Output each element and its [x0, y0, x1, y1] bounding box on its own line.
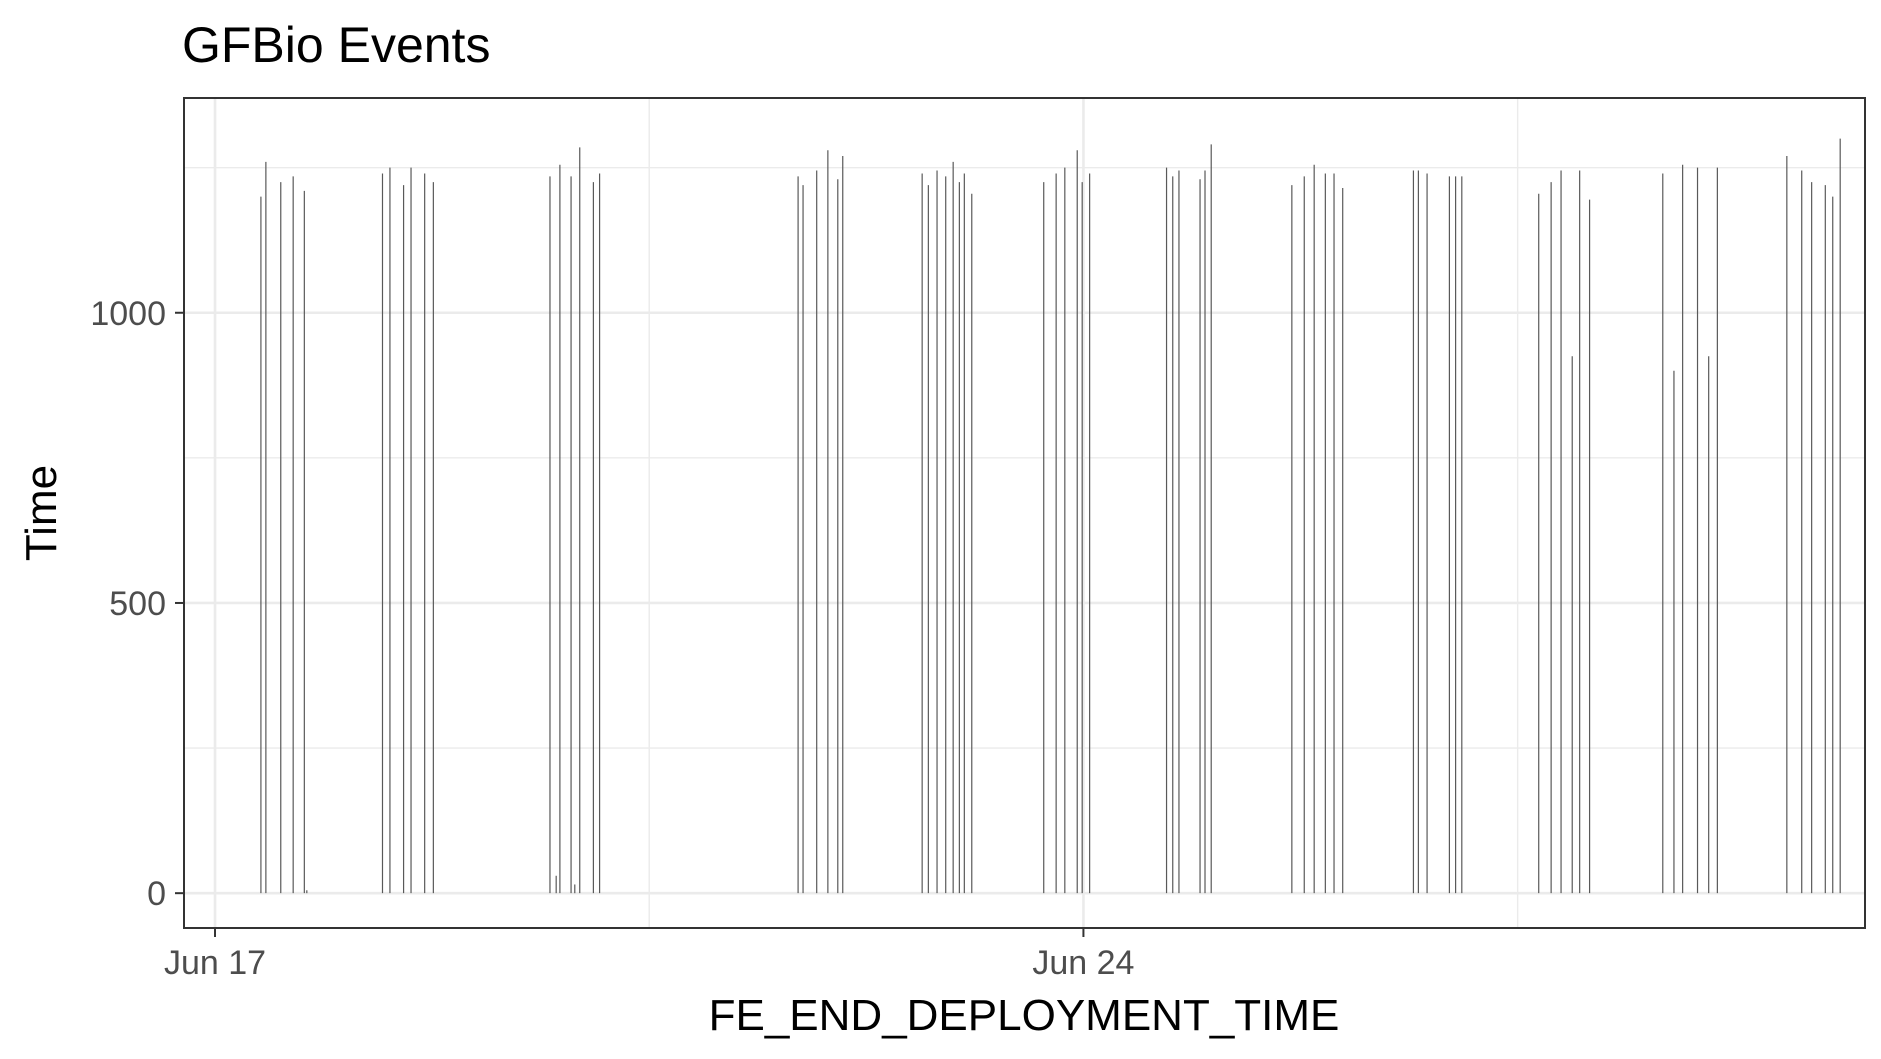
chart-title: GFBio Events: [182, 17, 490, 73]
y-tick-label: 500: [109, 585, 166, 623]
plot-background: [184, 98, 1865, 928]
x-axis-title: FE_END_DEPLOYMENT_TIME: [709, 991, 1340, 1040]
x-axis: Jun 17 Jun 24: [164, 928, 1134, 982]
y-tick-label: 1000: [90, 295, 166, 333]
plot-border: [183, 97, 1866, 929]
y-axis-title: Time: [17, 465, 66, 561]
y-axis: 0 500 1000: [90, 295, 184, 913]
bar-series: [260, 138, 1841, 894]
y-tick-label: 0: [147, 875, 166, 913]
x-tick-label: Jun 17: [164, 944, 266, 982]
x-tick-label: Jun 24: [1032, 944, 1134, 982]
plot-panel: [183, 97, 1866, 929]
grid-lines: [184, 98, 1865, 928]
